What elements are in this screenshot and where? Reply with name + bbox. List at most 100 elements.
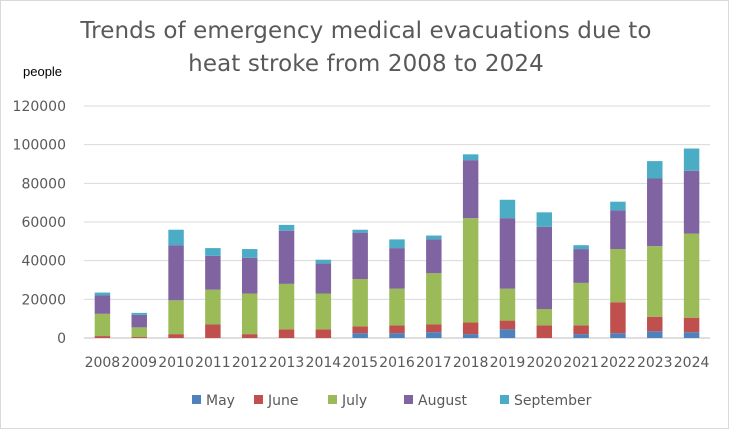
bar-stack-2012 — [241, 249, 258, 338]
x-tick-label: 2016 — [379, 355, 415, 371]
bar-may-2022 — [610, 333, 626, 338]
chart-title-line-1: Trends of emergency medical evacuations … — [80, 18, 652, 44]
bar-stack-2017 — [426, 235, 442, 338]
bar-july-2019 — [499, 288, 516, 321]
bar-july-2023 — [647, 246, 663, 317]
bar-may-2021 — [573, 334, 589, 338]
bar-august-2017 — [426, 239, 442, 274]
bar-august-2016 — [389, 248, 405, 289]
bar-june-2023 — [647, 316, 663, 332]
bar-june-2011 — [205, 324, 221, 338]
bar-september-2008 — [94, 292, 111, 296]
y-axis-label: people — [23, 64, 63, 79]
bar-stack-2015 — [352, 229, 368, 338]
bar-september-2017 — [426, 235, 442, 240]
x-tick-label: 2015 — [342, 355, 378, 371]
bar-july-2014 — [315, 293, 332, 330]
bar-august-2018 — [462, 160, 479, 219]
legend-item-august: August — [404, 393, 468, 409]
x-tick-label: 2012 — [232, 355, 268, 371]
x-tick-label: 2019 — [490, 355, 526, 371]
bar-stack-2014 — [315, 259, 332, 338]
bar-september-2024 — [683, 148, 700, 171]
bar-june-2024 — [683, 317, 700, 333]
bar-july-2011 — [205, 289, 221, 325]
bar-september-2010 — [168, 229, 184, 246]
bar-september-2009 — [131, 312, 147, 315]
bar-september-2022 — [610, 201, 626, 211]
bar-june-2015 — [352, 326, 368, 334]
bar-july-2013 — [278, 283, 295, 330]
bar-june-2012 — [241, 334, 258, 338]
bar-july-2015 — [352, 279, 368, 327]
bar-august-2008 — [94, 295, 111, 314]
bar-july-2021 — [573, 282, 589, 326]
bar-july-2018 — [462, 218, 479, 323]
y-tick-label: 100000 — [13, 138, 66, 154]
bar-may-2017 — [426, 332, 442, 338]
x-tick-label: 2020 — [526, 355, 562, 371]
x-tick-label: 2023 — [637, 355, 673, 371]
bar-september-2013 — [278, 224, 295, 231]
legend-label: June — [267, 393, 299, 409]
bar-may-2016 — [389, 333, 405, 338]
bar-august-2021 — [573, 249, 589, 283]
bar-stack-2011 — [205, 248, 221, 338]
bar-august-2011 — [205, 255, 221, 290]
bar-may-2019 — [499, 329, 516, 338]
legend-swatch — [404, 395, 413, 404]
bar-may-2018 — [462, 334, 479, 338]
x-tick-label: 2008 — [85, 355, 121, 371]
bar-september-2021 — [573, 245, 589, 250]
x-tick-label: 2009 — [121, 355, 157, 371]
bar-august-2020 — [536, 226, 553, 309]
bar-stack-2018 — [462, 154, 479, 338]
bar-june-2014 — [315, 329, 332, 338]
x-tick-label: 2022 — [600, 355, 636, 371]
x-axis-ticks: 2008 2009 2010 2011 2012 2013 2014 2015 2016 2017… — [85, 355, 710, 371]
y-tick-label: 20000 — [21, 292, 66, 308]
x-tick-label: 2024 — [674, 355, 710, 371]
legend-swatch — [328, 395, 337, 404]
bar-july-2016 — [389, 288, 405, 326]
bar-may-2023 — [647, 331, 663, 338]
bar-september-2019 — [499, 199, 516, 219]
bar-may-2015 — [352, 333, 368, 338]
bar-june-2010 — [168, 334, 184, 338]
bar-july-2017 — [426, 273, 442, 325]
bar-july-2022 — [610, 249, 626, 303]
bar-stacks — [94, 148, 700, 338]
x-tick-label: 2021 — [563, 355, 599, 371]
bar-july-2008 — [94, 313, 111, 337]
bar-stack-2016 — [389, 239, 405, 338]
chart-title: Trends of emergency medical evacuations … — [41, 15, 691, 81]
bar-july-2009 — [131, 327, 147, 338]
bar-june-2018 — [462, 322, 479, 335]
bar-july-2024 — [683, 233, 700, 318]
legend-item-july: July — [328, 393, 367, 409]
bar-september-2016 — [389, 239, 405, 249]
bar-august-2014 — [315, 263, 332, 294]
bar-june-2019 — [499, 320, 516, 330]
bar-stack-2019 — [499, 199, 516, 338]
bar-september-2012 — [241, 249, 258, 258]
bar-july-2012 — [241, 293, 258, 335]
bar-stack-2021 — [573, 245, 589, 338]
bar-july-2010 — [168, 300, 184, 335]
bar-august-2012 — [241, 257, 258, 294]
bar-september-2014 — [315, 259, 332, 264]
bar-august-2015 — [352, 232, 368, 280]
bar-august-2022 — [610, 210, 626, 250]
bar-june-2020 — [536, 325, 553, 338]
bar-august-2019 — [499, 218, 516, 289]
x-tick-label: 2010 — [158, 355, 194, 371]
bar-june-2021 — [573, 325, 589, 335]
x-tick-label: 2017 — [416, 355, 452, 371]
bar-may-2024 — [683, 332, 700, 338]
x-tick-label: 2011 — [195, 355, 231, 371]
bar-september-2018 — [462, 154, 479, 161]
y-tick-label: 60000 — [21, 215, 66, 231]
legend-swatch — [254, 395, 263, 404]
